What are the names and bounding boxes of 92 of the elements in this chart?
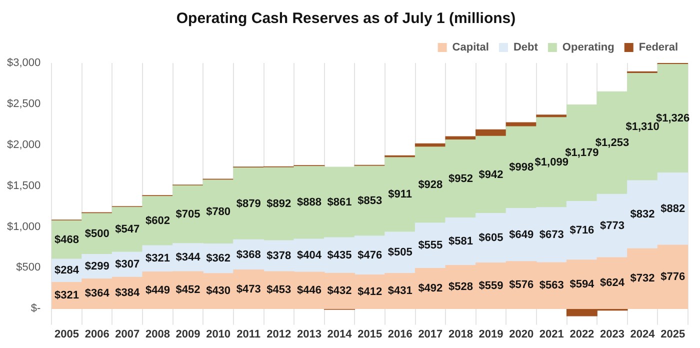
data-label: $449 bbox=[145, 284, 170, 296]
legend-label: Federal bbox=[638, 42, 678, 54]
legend-label: Debt bbox=[513, 42, 538, 54]
data-label: $446 bbox=[296, 284, 322, 296]
data-label: $559 bbox=[478, 280, 504, 292]
data-label: $404 bbox=[296, 250, 322, 262]
x-tick-label: 2012 bbox=[266, 328, 292, 340]
data-label: $853 bbox=[358, 195, 382, 208]
y-tick-label: $2,500 bbox=[6, 98, 41, 110]
data-label: $321 bbox=[54, 290, 80, 302]
data-label: $649 bbox=[509, 228, 534, 241]
data-label: $453 bbox=[266, 284, 292, 296]
data-label: $780 bbox=[206, 206, 231, 218]
data-label: $476 bbox=[358, 249, 382, 262]
data-label: $284 bbox=[54, 264, 80, 277]
data-label: $861 bbox=[327, 196, 352, 208]
data-label: $716 bbox=[570, 224, 594, 237]
chart-title: Operating Cash Reserves as of July 1 (millions) bbox=[176, 10, 516, 28]
data-label: $673 bbox=[539, 229, 564, 241]
data-label: $473 bbox=[236, 283, 261, 296]
data-label: $594 bbox=[570, 278, 596, 290]
data-label: $942 bbox=[478, 168, 504, 181]
y-tick-label: $1,000 bbox=[6, 220, 41, 233]
data-label: $505 bbox=[388, 246, 412, 259]
x-tick-label: 2023 bbox=[600, 328, 624, 340]
data-label: $705 bbox=[176, 208, 200, 221]
data-label: $911 bbox=[388, 188, 412, 201]
x-tick-label: 2011 bbox=[236, 328, 261, 340]
data-label: $500 bbox=[84, 228, 110, 240]
x-tick-label: 2016 bbox=[388, 328, 412, 340]
data-label: $882 bbox=[660, 203, 686, 216]
data-label: $563 bbox=[539, 280, 564, 292]
x-tick-label: 2020 bbox=[509, 328, 534, 340]
data-label: $581 bbox=[448, 236, 473, 248]
data-label: $321 bbox=[145, 252, 170, 265]
legend-label: Capital bbox=[452, 42, 489, 54]
data-label: $307 bbox=[115, 258, 140, 271]
y-tick-label: $1,500 bbox=[6, 180, 41, 192]
data-label: $732 bbox=[630, 272, 655, 285]
x-tick-label: 2005 bbox=[54, 328, 80, 340]
data-label: $364 bbox=[84, 288, 110, 300]
data-label: $888 bbox=[296, 196, 322, 209]
x-tick-label: 2008 bbox=[145, 328, 170, 340]
data-label: $368 bbox=[236, 248, 261, 261]
data-label: $384 bbox=[115, 286, 141, 299]
y-tick-label: $2,000 bbox=[6, 138, 41, 151]
x-tick-label: 2014 bbox=[327, 328, 353, 340]
data-label: $1,253 bbox=[595, 136, 630, 149]
data-label: $362 bbox=[206, 252, 231, 265]
x-tick-label: 2024 bbox=[630, 328, 656, 340]
data-label: $952 bbox=[448, 172, 473, 185]
x-tick-label: 2025 bbox=[660, 328, 686, 340]
data-label: $492 bbox=[418, 282, 443, 295]
x-tick-label: 2010 bbox=[206, 328, 231, 340]
x-tick-label: 2019 bbox=[478, 328, 504, 340]
data-label: $892 bbox=[266, 198, 292, 210]
data-label: $430 bbox=[206, 285, 231, 298]
x-tick-label: 2013 bbox=[296, 328, 322, 340]
x-tick-label: 2015 bbox=[358, 328, 382, 340]
data-label: $832 bbox=[630, 208, 655, 221]
y-tick-label: $- bbox=[30, 302, 41, 315]
data-label: $435 bbox=[327, 249, 352, 262]
data-label: $344 bbox=[176, 252, 202, 264]
data-label: $378 bbox=[266, 250, 292, 262]
data-label: $605 bbox=[478, 232, 504, 244]
data-label: $299 bbox=[84, 260, 110, 273]
legend-label: Operating bbox=[562, 42, 614, 54]
data-label: $928 bbox=[418, 178, 443, 191]
x-tick-label: 2018 bbox=[448, 328, 473, 340]
x-tick-label: 2007 bbox=[115, 328, 140, 340]
data-label: $528 bbox=[448, 281, 473, 294]
data-label: $432 bbox=[327, 284, 352, 297]
data-label: $412 bbox=[358, 286, 382, 298]
x-tick-label: 2017 bbox=[418, 328, 443, 340]
x-tick-label: 2009 bbox=[176, 328, 200, 340]
y-tick-label: $3,000 bbox=[6, 57, 41, 70]
data-label: $431 bbox=[388, 285, 412, 297]
data-label: $879 bbox=[236, 198, 261, 210]
data-label: $773 bbox=[600, 220, 624, 232]
x-tick-label: 2006 bbox=[84, 328, 110, 340]
data-label: $998 bbox=[509, 162, 534, 174]
data-label: $576 bbox=[509, 279, 534, 292]
data-label: $555 bbox=[418, 240, 443, 252]
data-label: $624 bbox=[600, 277, 626, 290]
x-tick-label: 2022 bbox=[570, 328, 594, 340]
y-tick-label: $500 bbox=[16, 262, 41, 274]
data-label: $776 bbox=[660, 270, 686, 283]
data-label: $602 bbox=[145, 214, 170, 227]
data-label: $452 bbox=[176, 284, 200, 296]
data-label: $547 bbox=[115, 224, 140, 236]
x-tick-label: 2021 bbox=[539, 328, 564, 340]
data-label: $468 bbox=[54, 234, 80, 246]
